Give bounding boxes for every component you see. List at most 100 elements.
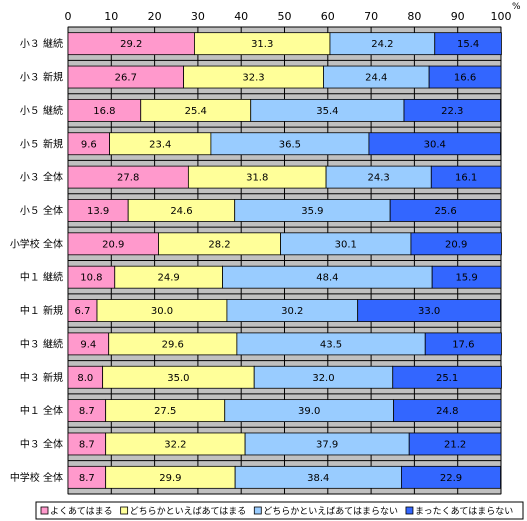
bar-value-label: 32.2 xyxy=(164,439,186,450)
bar-value-label: 29.2 xyxy=(120,39,142,50)
x-tick-label: 60 xyxy=(321,10,335,23)
bar-value-label: 17.6 xyxy=(452,339,474,350)
x-tick-label: 30 xyxy=(191,10,205,23)
legend-swatch xyxy=(120,506,129,515)
bar-value-label: 24.2 xyxy=(371,39,393,50)
bar-value-label: 22.3 xyxy=(441,106,463,117)
legend-label: よくあてはまる xyxy=(50,506,113,517)
bar-segment xyxy=(368,132,501,156)
x-axis-ticks: 0 10 20 30 40 50 60 70 80 90 100 xyxy=(65,10,512,23)
bar-value-label: 9.4 xyxy=(80,339,96,350)
legend-label: どちらかといえばあてはまる xyxy=(130,506,247,517)
bar-value-label: 24.4 xyxy=(365,73,387,84)
bar-value-label: 24.3 xyxy=(368,173,390,184)
bar-value-label: 32.0 xyxy=(312,373,334,384)
x-tick-label: 100 xyxy=(491,10,512,23)
category-label: 中１ 全体 xyxy=(20,404,63,417)
bar-value-label: 13.9 xyxy=(87,206,109,217)
bar-value-label: 15.4 xyxy=(457,39,479,50)
bar-segment xyxy=(428,65,502,89)
category-label: 小３ 継続 xyxy=(20,37,63,50)
bar-value-label: 26.7 xyxy=(115,73,137,84)
bar-segment xyxy=(424,332,502,356)
bar-value-label: 25.6 xyxy=(434,206,456,217)
bar-value-label: 8.7 xyxy=(79,473,95,484)
bar-value-label: 35.4 xyxy=(316,106,338,117)
x-tick-label: 20 xyxy=(148,10,162,23)
legend-swatch xyxy=(405,506,414,515)
bar-value-label: 31.8 xyxy=(246,173,268,184)
bar-value-label: 20.9 xyxy=(445,239,467,250)
category-label: 小５ 新規 xyxy=(20,137,63,150)
bar-value-label: 16.8 xyxy=(93,106,115,117)
bar-value-label: 24.6 xyxy=(170,206,192,217)
legend: よくあてはまる どちらかといえばあてはまる どちらかといえばあてはまらない まったくあ… xyxy=(40,506,513,517)
bar-value-label: 24.9 xyxy=(158,273,180,284)
bar-value-label: 25.1 xyxy=(436,373,458,384)
bar-value-label: 35.0 xyxy=(167,373,189,384)
x-tick-label: 80 xyxy=(407,10,421,23)
bar-value-label: 29.9 xyxy=(159,473,181,484)
bar-value-label: 10.8 xyxy=(80,273,102,284)
bar-value-label: 30.1 xyxy=(335,239,357,250)
bar-value-label: 30.4 xyxy=(424,139,446,150)
bar-value-label: 28.2 xyxy=(208,239,230,250)
bar-value-label: 24.8 xyxy=(436,406,458,417)
bar-segment xyxy=(389,199,502,222)
x-tick-label: 50 xyxy=(278,10,292,23)
legend-box xyxy=(35,501,524,520)
bar-value-label: 8.7 xyxy=(79,406,95,417)
bar-value-label: 27.5 xyxy=(154,406,176,417)
bar-segment xyxy=(431,265,502,289)
bar-value-label: 16.1 xyxy=(455,173,477,184)
bar-value-label: 23.4 xyxy=(149,139,171,150)
category-label: 小３ 全体 xyxy=(20,171,63,184)
bar-segment xyxy=(410,232,502,256)
category-label: 小５ 継続 xyxy=(20,104,63,117)
x-tick-label: 40 xyxy=(234,10,248,23)
x-tick-label: 90 xyxy=(451,10,465,23)
bar-value-label: 22.9 xyxy=(440,473,462,484)
category-label: 中３ 継続 xyxy=(20,337,63,350)
category-label: 中３ 全体 xyxy=(20,437,63,450)
bar-value-label: 8.7 xyxy=(79,439,95,450)
legend-swatch xyxy=(253,506,262,515)
bar-value-label: 48.4 xyxy=(316,273,338,284)
bar-value-label: 36.5 xyxy=(279,139,301,150)
category-label: 小５ 全体 xyxy=(20,204,63,217)
legend-swatch xyxy=(40,506,49,515)
bar-value-label: 25.4 xyxy=(185,106,207,117)
bar-segment xyxy=(392,365,502,389)
category-label: 中学校 全体 xyxy=(10,471,63,484)
bar-value-label: 31.3 xyxy=(251,39,273,50)
bar-value-label: 39.0 xyxy=(298,406,320,417)
category-label: 中１ 新規 xyxy=(20,304,63,317)
bar-segment xyxy=(403,98,501,122)
x-tick-label: 70 xyxy=(364,10,378,23)
category-label: 小学校 全体 xyxy=(10,237,63,250)
bar-value-label: 35.9 xyxy=(301,206,323,217)
bar-value-label: 33.0 xyxy=(418,306,440,317)
bar-value-label: 6.7 xyxy=(75,306,91,317)
bar-segment xyxy=(393,399,502,423)
category-label: 中１ 継続 xyxy=(20,271,63,284)
bar-value-label: 29.6 xyxy=(162,339,184,350)
bar-value-label: 21.2 xyxy=(444,439,466,450)
bars: 29.2 31.3 24.2 15.4 26.7 32.3 24.4 16.6 16.8 25.4… xyxy=(67,32,502,489)
bar-value-label: 27.8 xyxy=(117,173,139,184)
bar-segment xyxy=(408,432,502,456)
bar-segment xyxy=(401,465,501,489)
category-label: 中３ 新規 xyxy=(20,371,63,384)
bar-segment xyxy=(430,165,502,189)
legend-label: まったくあてはまらない xyxy=(415,506,513,517)
bar-value-label: 30.0 xyxy=(151,306,173,317)
category-label: 小３ 新規 xyxy=(20,71,63,84)
bar-value-label: 38.4 xyxy=(307,473,329,484)
bar-value-label: 43.5 xyxy=(320,339,342,350)
legend-label: どちらかといえばあてはまらない xyxy=(263,506,398,517)
bar-value-label: 37.9 xyxy=(316,439,338,450)
bar-value-label: 9.6 xyxy=(81,139,97,150)
percent-unit-label: % xyxy=(512,2,521,12)
